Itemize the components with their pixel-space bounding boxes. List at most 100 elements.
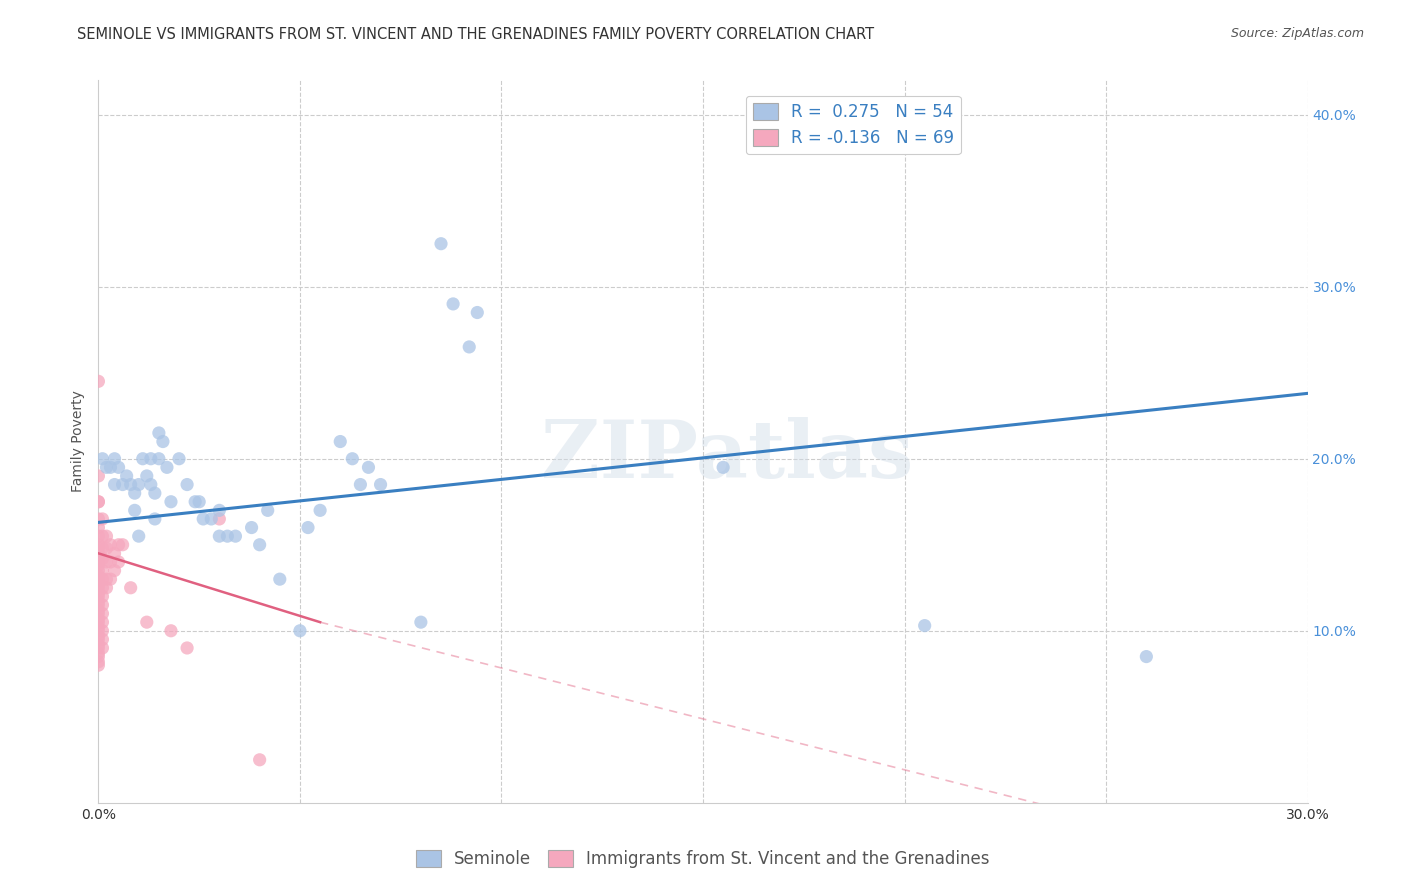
Point xyxy=(96,581,118,595)
Y-axis label: Family Poverty: Family Poverty xyxy=(72,391,86,492)
Text: SEMINOLE VS IMMIGRANTS FROM ST. VINCENT AND THE GRENADINES FAMILY POVERTY CORREL: SEMINOLE VS IMMIGRANTS FROM ST. VINCENT … xyxy=(77,27,875,42)
Point xyxy=(87,632,110,647)
Point xyxy=(103,546,125,560)
Point xyxy=(1135,649,1157,664)
Point xyxy=(87,469,110,483)
Point xyxy=(87,577,110,591)
Point xyxy=(87,586,110,600)
Point xyxy=(160,494,183,508)
Point xyxy=(91,624,114,638)
Point xyxy=(176,477,198,491)
Point xyxy=(87,590,110,604)
Point xyxy=(87,612,110,626)
Point xyxy=(91,590,114,604)
Point xyxy=(96,555,118,569)
Point xyxy=(87,541,110,556)
Point xyxy=(156,460,179,475)
Point xyxy=(103,451,125,466)
Point xyxy=(91,632,114,647)
Point xyxy=(87,640,110,655)
Point xyxy=(120,581,142,595)
Point xyxy=(115,469,138,483)
Point xyxy=(87,551,110,566)
Point xyxy=(100,555,122,569)
Point xyxy=(87,603,110,617)
Point xyxy=(87,594,110,608)
Point xyxy=(87,568,110,582)
Point xyxy=(111,477,134,491)
Point xyxy=(87,646,110,660)
Point xyxy=(87,607,110,621)
Point xyxy=(297,520,319,534)
Point xyxy=(87,581,110,595)
Point xyxy=(148,451,170,466)
Text: ZIPatlas: ZIPatlas xyxy=(541,417,914,495)
Point xyxy=(87,494,110,508)
Point xyxy=(152,434,174,449)
Point xyxy=(87,629,110,643)
Point xyxy=(217,529,239,543)
Point xyxy=(200,512,222,526)
Point xyxy=(107,460,129,475)
Point xyxy=(103,564,125,578)
Point xyxy=(91,607,114,621)
Point xyxy=(120,477,142,491)
Point xyxy=(441,297,464,311)
Point xyxy=(87,375,110,389)
Point xyxy=(100,572,122,586)
Point xyxy=(370,477,392,491)
Point xyxy=(91,564,114,578)
Point xyxy=(139,451,162,466)
Point xyxy=(409,615,432,630)
Point xyxy=(269,572,291,586)
Point xyxy=(167,451,190,466)
Point xyxy=(87,615,110,630)
Point xyxy=(135,615,157,630)
Point xyxy=(240,520,263,534)
Point xyxy=(128,477,150,491)
Point xyxy=(914,618,936,632)
Point xyxy=(208,503,231,517)
Point xyxy=(249,538,271,552)
Point xyxy=(458,340,481,354)
Point xyxy=(87,538,110,552)
Point xyxy=(91,541,114,556)
Point xyxy=(87,655,110,669)
Point xyxy=(107,538,129,552)
Legend: Seminole, Immigrants from St. Vincent and the Grenadines: Seminole, Immigrants from St. Vincent an… xyxy=(409,843,997,875)
Point xyxy=(288,624,311,638)
Point xyxy=(96,460,118,475)
Point xyxy=(96,572,118,586)
Point xyxy=(430,236,453,251)
Point xyxy=(342,451,364,466)
Point xyxy=(208,529,231,543)
Point xyxy=(143,486,166,500)
Point xyxy=(87,620,110,634)
Point xyxy=(87,598,110,612)
Point xyxy=(188,494,211,508)
Point xyxy=(87,520,110,534)
Point xyxy=(87,555,110,569)
Point xyxy=(465,305,488,319)
Point xyxy=(87,558,110,573)
Point xyxy=(91,529,114,543)
Point xyxy=(91,451,114,466)
Point xyxy=(148,425,170,440)
Point xyxy=(208,512,231,526)
Point xyxy=(357,460,380,475)
Point xyxy=(87,638,110,652)
Point xyxy=(160,624,183,638)
Point xyxy=(103,477,125,491)
Point xyxy=(124,486,146,500)
Point xyxy=(256,503,278,517)
Point xyxy=(184,494,207,508)
Legend: R =  0.275   N = 54, R = -0.136   N = 69: R = 0.275 N = 54, R = -0.136 N = 69 xyxy=(747,95,960,153)
Point xyxy=(249,753,271,767)
Point xyxy=(87,494,110,508)
Point xyxy=(91,598,114,612)
Point xyxy=(87,546,110,560)
Point xyxy=(349,477,371,491)
Point xyxy=(107,555,129,569)
Text: Source: ZipAtlas.com: Source: ZipAtlas.com xyxy=(1230,27,1364,40)
Point xyxy=(87,658,110,673)
